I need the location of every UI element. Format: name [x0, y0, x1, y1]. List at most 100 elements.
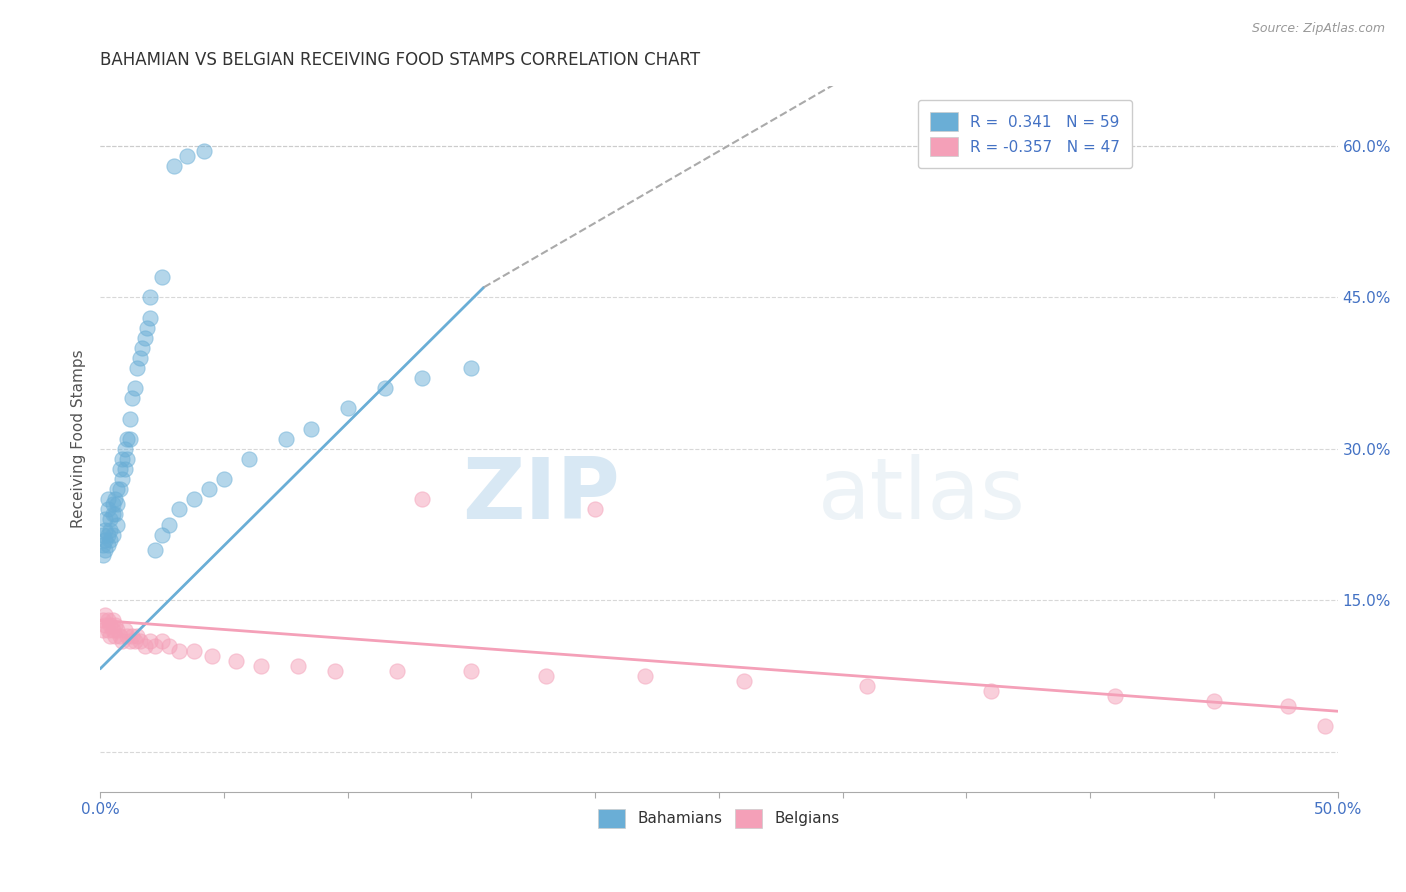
Point: [124, 381, 146, 395]
Point: [150, 633, 173, 648]
Point: [101, 508, 124, 522]
Point: [183, 643, 205, 657]
Point: [111, 472, 134, 486]
Point: [107, 517, 129, 532]
Point: [118, 432, 141, 446]
Point: [94, 618, 117, 632]
Point: [460, 664, 482, 678]
Point: [138, 290, 160, 304]
Point: [121, 628, 143, 642]
Point: [94, 533, 117, 547]
Point: [96, 527, 118, 541]
Point: [183, 492, 205, 507]
Point: [250, 658, 273, 673]
Point: [117, 432, 139, 446]
Point: [111, 451, 134, 466]
Point: [96, 538, 118, 552]
Point: [134, 639, 156, 653]
Point: [633, 669, 655, 683]
Point: [143, 542, 166, 557]
Point: [108, 462, 131, 476]
Point: [127, 361, 149, 376]
Point: [104, 628, 127, 642]
Point: [128, 351, 150, 365]
Point: [101, 497, 124, 511]
Point: [98, 512, 121, 526]
Point: [856, 679, 879, 693]
Point: [101, 527, 124, 541]
Point: [101, 624, 124, 638]
Point: [114, 442, 136, 456]
Point: [200, 648, 222, 663]
Point: [225, 654, 247, 668]
Text: BAHAMIAN VS BELGIAN RECEIVING FOOD STAMPS CORRELATION CHART: BAHAMIAN VS BELGIAN RECEIVING FOOD STAMP…: [100, 51, 700, 69]
Point: [385, 664, 408, 678]
Point: [534, 669, 557, 683]
Point: [94, 608, 117, 623]
Point: [1202, 694, 1225, 708]
Point: [108, 628, 131, 642]
Point: [96, 492, 118, 507]
Point: [107, 497, 129, 511]
Point: [323, 664, 346, 678]
Point: [143, 639, 166, 653]
Point: [336, 401, 359, 416]
Point: [91, 538, 114, 552]
Point: [104, 492, 127, 507]
Point: [98, 523, 121, 537]
Legend: Bahamians, Belgians: Bahamians, Belgians: [592, 803, 846, 834]
Point: [583, 502, 606, 516]
Text: Source: ZipAtlas.com: Source: ZipAtlas.com: [1251, 22, 1385, 36]
Point: [94, 542, 117, 557]
Point: [299, 422, 322, 436]
Point: [121, 392, 143, 406]
Point: [107, 482, 129, 496]
Point: [124, 633, 146, 648]
Point: [111, 633, 134, 648]
Point: [94, 512, 117, 526]
Point: [136, 320, 159, 334]
Point: [101, 614, 124, 628]
Point: [104, 618, 127, 632]
Point: [96, 614, 118, 628]
Point: [138, 310, 160, 325]
Point: [238, 451, 260, 466]
Point: [274, 432, 297, 446]
Point: [118, 633, 141, 648]
Point: [91, 614, 114, 628]
Point: [411, 492, 433, 507]
Point: [107, 624, 129, 638]
Point: [980, 684, 1002, 698]
Point: [460, 361, 482, 376]
Point: [98, 533, 121, 547]
Point: [287, 658, 309, 673]
Point: [108, 482, 131, 496]
Point: [198, 482, 221, 496]
Point: [138, 633, 160, 648]
Point: [150, 270, 173, 285]
Point: [1315, 719, 1337, 733]
Point: [212, 472, 235, 486]
Point: [104, 508, 127, 522]
Point: [411, 371, 433, 385]
Point: [176, 149, 198, 163]
Point: [1277, 699, 1299, 714]
Point: [131, 341, 153, 355]
Point: [98, 618, 121, 632]
Point: [193, 144, 215, 158]
Point: [163, 159, 186, 173]
Point: [96, 502, 118, 516]
Point: [96, 624, 118, 638]
Point: [169, 502, 191, 516]
Point: [128, 633, 150, 648]
Point: [91, 527, 114, 541]
Point: [114, 624, 136, 638]
Text: ZIP: ZIP: [463, 454, 620, 537]
Point: [114, 462, 136, 476]
Point: [150, 527, 173, 541]
Point: [94, 523, 117, 537]
Point: [159, 517, 181, 532]
Point: [159, 639, 181, 653]
Point: [117, 451, 139, 466]
Point: [91, 624, 114, 638]
